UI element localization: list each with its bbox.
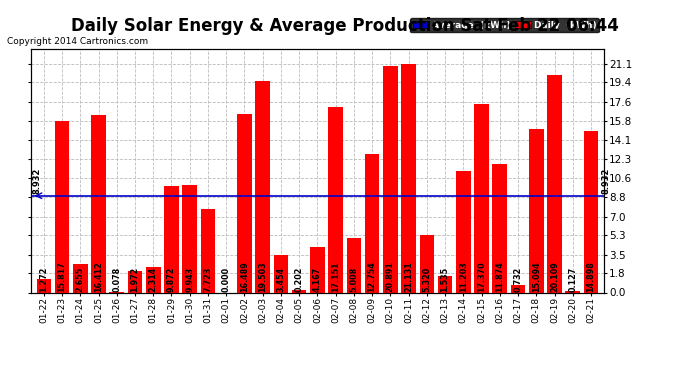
Bar bbox=[365, 154, 380, 292]
Bar bbox=[529, 129, 544, 292]
Text: 15.094: 15.094 bbox=[532, 261, 541, 292]
Text: 9.943: 9.943 bbox=[185, 267, 194, 292]
Text: 0.732: 0.732 bbox=[513, 266, 522, 292]
Bar bbox=[91, 115, 106, 292]
Text: 7.723: 7.723 bbox=[204, 266, 213, 292]
Bar bbox=[164, 186, 179, 292]
Bar bbox=[547, 75, 562, 292]
Text: 0.202: 0.202 bbox=[295, 266, 304, 292]
Bar bbox=[383, 66, 397, 292]
Bar bbox=[402, 64, 416, 292]
Text: 8.932: 8.932 bbox=[33, 168, 42, 194]
Text: 1.972: 1.972 bbox=[130, 266, 139, 292]
Text: 0.127: 0.127 bbox=[569, 266, 578, 292]
Text: 2.655: 2.655 bbox=[76, 266, 85, 292]
Bar bbox=[456, 171, 471, 292]
Text: 11.203: 11.203 bbox=[459, 261, 468, 292]
Text: 16.412: 16.412 bbox=[94, 261, 103, 292]
Bar bbox=[437, 276, 453, 292]
Bar bbox=[493, 164, 507, 292]
Bar bbox=[55, 121, 70, 292]
Bar bbox=[420, 235, 434, 292]
Text: 11.874: 11.874 bbox=[495, 261, 504, 292]
Text: 8.932: 8.932 bbox=[602, 168, 611, 194]
Bar bbox=[565, 291, 580, 292]
Bar bbox=[37, 279, 51, 292]
Text: 5.008: 5.008 bbox=[349, 266, 358, 292]
Text: 0.000: 0.000 bbox=[221, 267, 230, 292]
Text: 19.503: 19.503 bbox=[258, 261, 267, 292]
Text: 17.151: 17.151 bbox=[331, 261, 340, 292]
Bar bbox=[310, 248, 325, 292]
Text: 15.817: 15.817 bbox=[57, 261, 66, 292]
Text: 2.314: 2.314 bbox=[149, 266, 158, 292]
Text: 3.454: 3.454 bbox=[277, 267, 286, 292]
Text: 5.320: 5.320 bbox=[422, 266, 431, 292]
Text: 1.272: 1.272 bbox=[39, 266, 48, 292]
Bar bbox=[237, 114, 252, 292]
Bar bbox=[146, 267, 161, 292]
Bar bbox=[328, 107, 343, 292]
Text: 20.109: 20.109 bbox=[550, 261, 559, 292]
Bar bbox=[474, 104, 489, 292]
Text: Daily Solar Energy & Average Production Sat Feb 22 06:44: Daily Solar Energy & Average Production … bbox=[71, 17, 619, 35]
Text: 21.131: 21.131 bbox=[404, 261, 413, 292]
Bar bbox=[201, 209, 215, 292]
Text: 17.370: 17.370 bbox=[477, 261, 486, 292]
Text: 12.754: 12.754 bbox=[368, 261, 377, 292]
Text: 1.535: 1.535 bbox=[441, 267, 450, 292]
Bar bbox=[292, 290, 306, 292]
Bar bbox=[128, 271, 142, 292]
Bar bbox=[182, 185, 197, 292]
Text: 20.891: 20.891 bbox=[386, 261, 395, 292]
Text: 4.167: 4.167 bbox=[313, 267, 322, 292]
Text: 14.898: 14.898 bbox=[586, 261, 595, 292]
Text: Copyright 2014 Cartronics.com: Copyright 2014 Cartronics.com bbox=[7, 38, 148, 46]
Bar bbox=[584, 131, 598, 292]
Bar bbox=[255, 81, 270, 292]
Text: 16.489: 16.489 bbox=[240, 261, 249, 292]
Text: 0.078: 0.078 bbox=[112, 266, 121, 292]
Bar bbox=[511, 285, 525, 292]
Bar bbox=[274, 255, 288, 292]
Bar bbox=[346, 238, 361, 292]
Legend: Average  (kWh), Daily  (kWh): Average (kWh), Daily (kWh) bbox=[410, 18, 599, 32]
Text: 9.872: 9.872 bbox=[167, 266, 176, 292]
Bar bbox=[73, 264, 88, 292]
